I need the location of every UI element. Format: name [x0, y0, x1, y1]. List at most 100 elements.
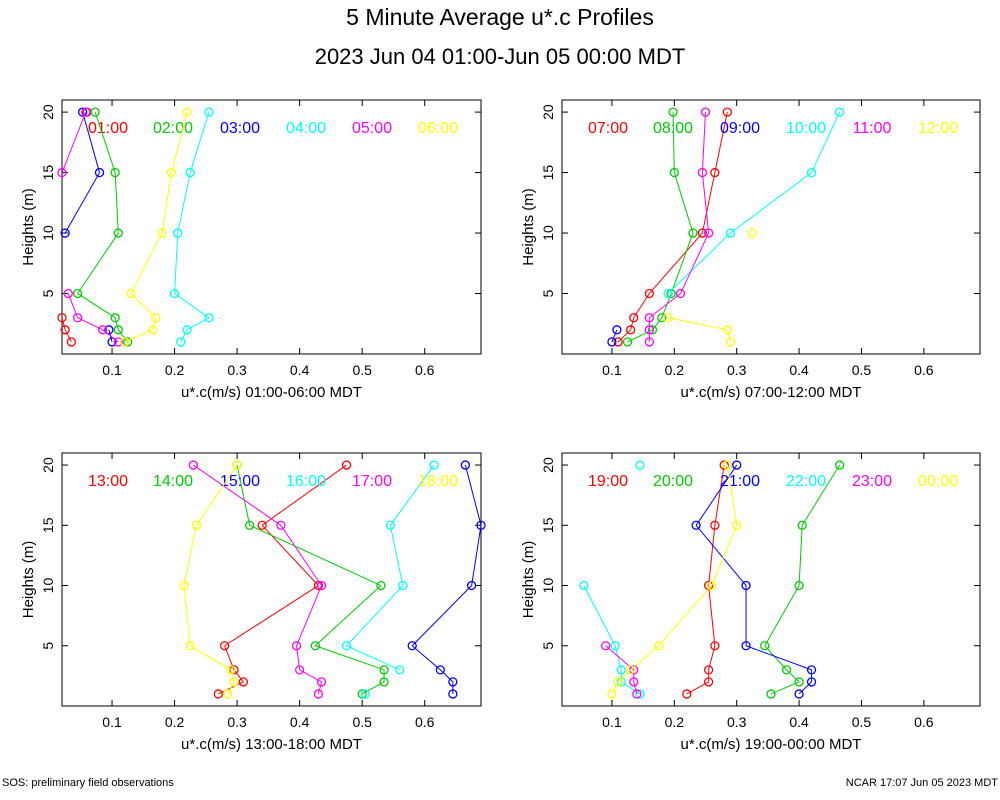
- data-point: [341, 641, 352, 651]
- series-line: [64, 172, 100, 234]
- data-point: [213, 689, 223, 699]
- series-line: [617, 329, 631, 343]
- y-tick-label: 10: [540, 225, 556, 241]
- data-point: [188, 460, 198, 470]
- data-point: [644, 337, 654, 347]
- legend-entry: 04:00: [286, 120, 326, 137]
- series-line: [174, 293, 210, 319]
- data-point: [635, 689, 645, 699]
- series-line: [633, 293, 650, 318]
- series-line: [180, 329, 188, 343]
- legend-entry: 22:00: [786, 473, 826, 490]
- series-line: [711, 525, 738, 586]
- data-point: [113, 325, 123, 335]
- data-point: [668, 107, 678, 117]
- data-point: [316, 580, 327, 591]
- data-point: [644, 288, 654, 299]
- data-point: [710, 167, 720, 178]
- series-line: [193, 464, 282, 526]
- y-tick-label: 5: [40, 289, 56, 297]
- data-point: [613, 337, 623, 347]
- series-1100: [644, 107, 714, 347]
- data-point: [185, 641, 195, 651]
- data-point: [710, 641, 720, 651]
- series-line: [102, 329, 119, 343]
- x-axis-label: u*.c(m/s) 13:00-18:00 MDT: [181, 736, 362, 753]
- series-1300: [213, 460, 352, 699]
- footer-note: SOS: preliminary field observations: [2, 777, 174, 789]
- data-point: [157, 228, 167, 238]
- data-point: [834, 107, 845, 117]
- legend-entry: 16:00: [286, 473, 326, 490]
- series-line: [630, 317, 635, 330]
- data-point: [722, 107, 732, 117]
- legend-entry: 13:00: [88, 473, 128, 490]
- data-point: [90, 107, 100, 117]
- series-0600: [119, 107, 192, 347]
- data-point: [635, 460, 645, 470]
- series-line: [798, 525, 803, 586]
- data-point: [613, 677, 623, 687]
- series-line: [196, 464, 238, 526]
- data-point: [244, 520, 255, 530]
- series-line: [117, 329, 129, 343]
- series-line: [130, 293, 157, 319]
- series-1200: [663, 228, 757, 347]
- data-point: [725, 337, 736, 347]
- data-point: [725, 228, 736, 238]
- x-tick-label: 0.3: [727, 362, 747, 378]
- data-point: [376, 580, 386, 591]
- y-axis-label: Heights (m): [20, 541, 37, 619]
- data-point: [794, 580, 804, 591]
- series-0300: [60, 107, 117, 347]
- data-point: [616, 677, 626, 687]
- series-1400: [232, 460, 389, 699]
- data-point: [94, 167, 105, 178]
- data-point: [395, 665, 405, 675]
- data-point: [703, 665, 714, 675]
- data-point: [675, 288, 686, 299]
- x-tick-label: 0.1: [602, 714, 622, 730]
- series-line: [82, 111, 101, 173]
- x-tick-label: 0.6: [415, 362, 435, 378]
- data-point: [123, 337, 133, 347]
- data-point: [238, 677, 249, 687]
- data-point: [407, 641, 417, 651]
- series-line: [346, 645, 400, 671]
- legend-entry: 20:00: [653, 473, 693, 490]
- data-point: [107, 337, 117, 347]
- series-line: [411, 585, 472, 647]
- legend-entry: 10:00: [786, 120, 826, 137]
- legend-entry: 18:00: [418, 473, 458, 490]
- legend-entry: 03:00: [220, 120, 260, 137]
- series-line: [798, 681, 812, 695]
- series-line: [786, 669, 800, 683]
- data-point: [781, 665, 792, 675]
- data-point: [722, 460, 732, 470]
- data-point: [429, 460, 439, 470]
- series-1500: [407, 460, 486, 699]
- x-tick-label: 0.1: [102, 362, 122, 378]
- series-line: [249, 524, 382, 586]
- x-tick-label: 0.5: [852, 362, 872, 378]
- legend-entry: 21:00: [720, 473, 760, 490]
- data-point: [379, 665, 389, 675]
- y-tick-label: 10: [540, 578, 556, 594]
- x-axis-label: u*.c(m/s) 19:00-00:00 MDT: [681, 736, 862, 753]
- data-point: [341, 460, 352, 470]
- series-line: [667, 317, 728, 331]
- data-point: [182, 107, 192, 117]
- legend-entry: 00:00: [918, 473, 958, 490]
- data-point: [191, 520, 202, 530]
- series-line: [114, 317, 119, 330]
- series-2100: [691, 460, 817, 699]
- series-line: [152, 317, 157, 330]
- series-line: [261, 524, 319, 586]
- data-point: [60, 325, 70, 335]
- data-point: [257, 520, 267, 530]
- data-point: [722, 325, 732, 335]
- series-line: [811, 111, 841, 173]
- series-line: [701, 172, 710, 234]
- series-0000: [607, 460, 742, 699]
- data-point: [760, 641, 770, 651]
